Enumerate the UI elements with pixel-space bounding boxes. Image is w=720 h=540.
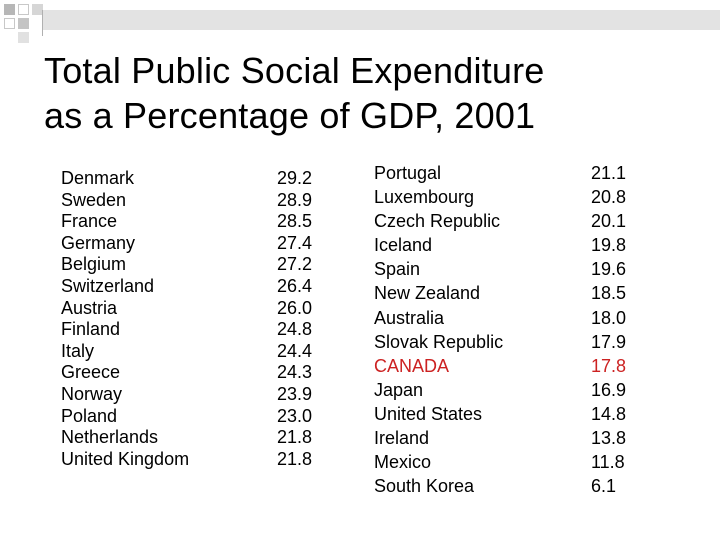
expenditure-value: 20.1	[591, 211, 627, 232]
header-accent-bar	[42, 10, 720, 30]
country-name: United States	[374, 403, 483, 424]
expenditure-value: 28.9	[277, 189, 313, 210]
expenditure-value: 24.3	[277, 362, 313, 383]
expenditure-value: 24.4	[277, 340, 313, 361]
country-name: Finland	[61, 319, 121, 340]
country-name: Germany	[61, 232, 136, 253]
expenditure-value: 27.4	[277, 232, 313, 253]
header-accent-line	[42, 10, 43, 36]
country-name: Greece	[61, 362, 121, 383]
country-name: CANADA	[374, 355, 450, 376]
country-name: Italy	[61, 340, 95, 361]
expenditure-value: 18.0	[591, 307, 627, 328]
decorative-squares	[0, 0, 60, 45]
expenditure-value: 6.1	[591, 476, 617, 497]
country-name: Netherlands	[61, 427, 159, 448]
slide-title-line-1: Total Public Social Expenditure	[44, 50, 545, 91]
expenditure-value: 19.8	[591, 235, 627, 256]
country-name: Switzerland	[61, 275, 155, 296]
expenditure-value: 27.2	[277, 254, 313, 275]
right-value-column: 21.1 20.8 20.1 19.8 19.6 18.5 18.0 17.9 17.8 16.9…	[591, 161, 626, 498]
expenditure-value: 16.9	[591, 379, 627, 400]
country-name: South Korea	[374, 476, 475, 497]
country-name: Spain	[374, 259, 421, 280]
country-name: Australia	[374, 307, 445, 328]
country-name: France	[61, 211, 118, 232]
country-name: Czech Republic	[374, 211, 501, 232]
expenditure-value: 17.9	[591, 331, 627, 352]
expenditure-value: 23.9	[277, 383, 313, 404]
expenditure-value: 13.8	[591, 428, 627, 449]
expenditure-value: 17.8	[591, 355, 627, 376]
country-name: Ireland	[374, 428, 430, 449]
expenditure-value: 11.8	[591, 452, 625, 473]
country-name: Austria	[61, 297, 118, 318]
expenditure-value: 29.2	[277, 168, 313, 188]
expenditure-value: 23.0	[277, 405, 313, 426]
expenditure-value: 18.5	[591, 283, 627, 304]
expenditure-value: 26.4	[277, 275, 313, 296]
slide-title-line-2: as a Percentage of GDP, 2001	[44, 95, 536, 136]
left-value-column: 29.2 28.9 28.5 27.4 27.2 26.4 26.0 24.8 24.4 24.3…	[277, 168, 312, 470]
country-name: Luxembourg	[374, 187, 475, 208]
expenditure-value: 14.8	[591, 403, 627, 424]
country-name: Japan	[374, 379, 424, 400]
country-name: Iceland	[374, 235, 433, 256]
left-country-column: Denmark Sweden France Germany Belgium Switzer…	[61, 168, 189, 470]
expenditure-value: 21.8	[277, 448, 313, 469]
country-name: Mexico	[374, 452, 432, 473]
expenditure-value: 20.8	[591, 187, 627, 208]
country-name: Norway	[61, 383, 123, 404]
country-name: New Zealand	[374, 283, 481, 304]
country-name: Portugal	[374, 163, 442, 183]
country-name: Sweden	[61, 189, 127, 210]
expenditure-value: 19.6	[591, 259, 627, 280]
country-name: Belgium	[61, 254, 127, 275]
expenditure-value: 24.8	[277, 319, 313, 340]
expenditure-value: 21.1	[591, 163, 627, 183]
expenditure-value: 26.0	[277, 297, 313, 318]
country-name: Denmark	[61, 168, 135, 188]
right-country-column: Portugal Luxembourg Czech Republic Iceland S…	[374, 161, 503, 498]
country-name: United Kingdom	[61, 448, 190, 469]
expenditure-value: 28.5	[277, 211, 313, 232]
country-name: Poland	[61, 405, 118, 426]
country-name: Slovak Republic	[374, 331, 504, 352]
slide-title: Total Public Social Expenditure as a Per…	[44, 48, 704, 138]
expenditure-value: 21.8	[277, 427, 313, 448]
